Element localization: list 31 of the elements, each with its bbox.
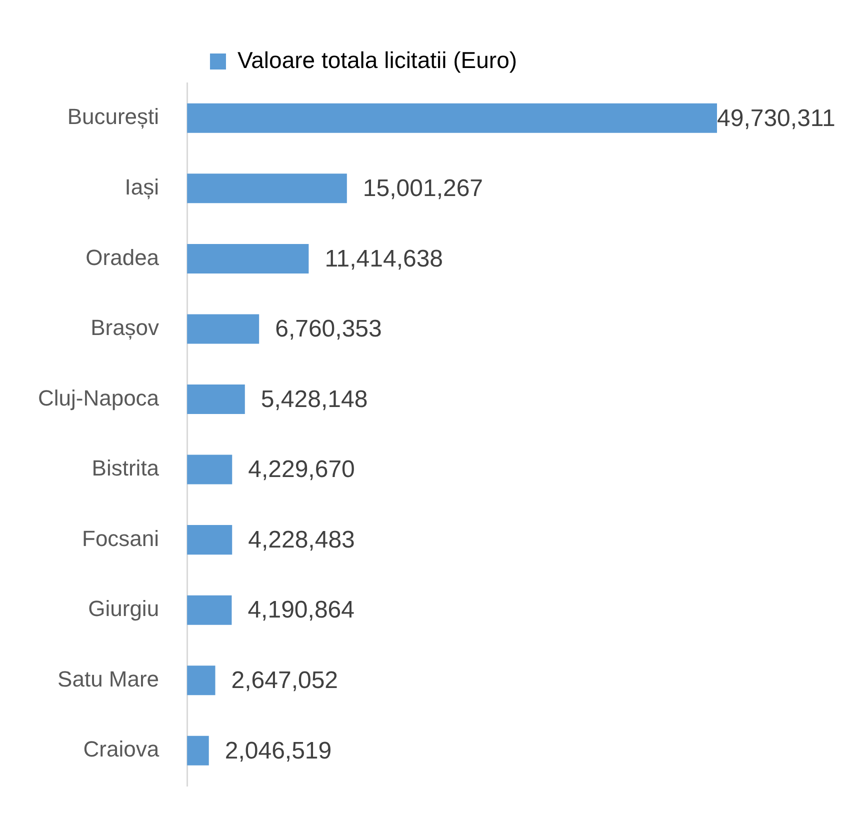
y-tick-label: Bistrita <box>92 456 160 481</box>
bar <box>187 736 209 766</box>
data-label: 4,228,483 <box>248 526 355 554</box>
y-tick-label: Cluj-Napoca <box>38 385 160 410</box>
data-label: 6,760,353 <box>275 316 382 343</box>
y-tick-label: Oradea <box>86 244 160 270</box>
y-tick-label: Giurgiu <box>88 596 160 622</box>
bar <box>187 666 216 696</box>
data-label: 49,730,311 <box>717 104 836 132</box>
bar <box>187 244 309 274</box>
bar <box>187 384 245 414</box>
data-label: 2,046,519 <box>224 737 332 764</box>
data-label: 2,647,052 <box>231 667 338 694</box>
data-label: 11,414,638 <box>324 245 444 272</box>
y-tick-label: București <box>67 104 160 130</box>
y-tick-label: Iași <box>124 174 160 200</box>
bar <box>187 174 347 204</box>
bar <box>187 103 717 133</box>
legend-label: Valoare totala licitatii (Euro) <box>237 46 518 73</box>
bar <box>187 525 232 555</box>
bar <box>187 314 260 344</box>
y-tick-label: Craiova <box>83 736 160 762</box>
data-label: 4,190,864 <box>248 596 354 624</box>
y-tick-label: Focsani <box>82 526 160 551</box>
bar <box>187 454 232 484</box>
bar <box>187 595 232 625</box>
data-label: 15,001,267 <box>362 175 484 202</box>
data-label: 4,229,670 <box>248 456 355 484</box>
y-tick-label: Satu Mare <box>58 666 160 692</box>
y-tick-label: Brașov <box>90 315 160 340</box>
data-label: 5,428,148 <box>260 386 368 413</box>
